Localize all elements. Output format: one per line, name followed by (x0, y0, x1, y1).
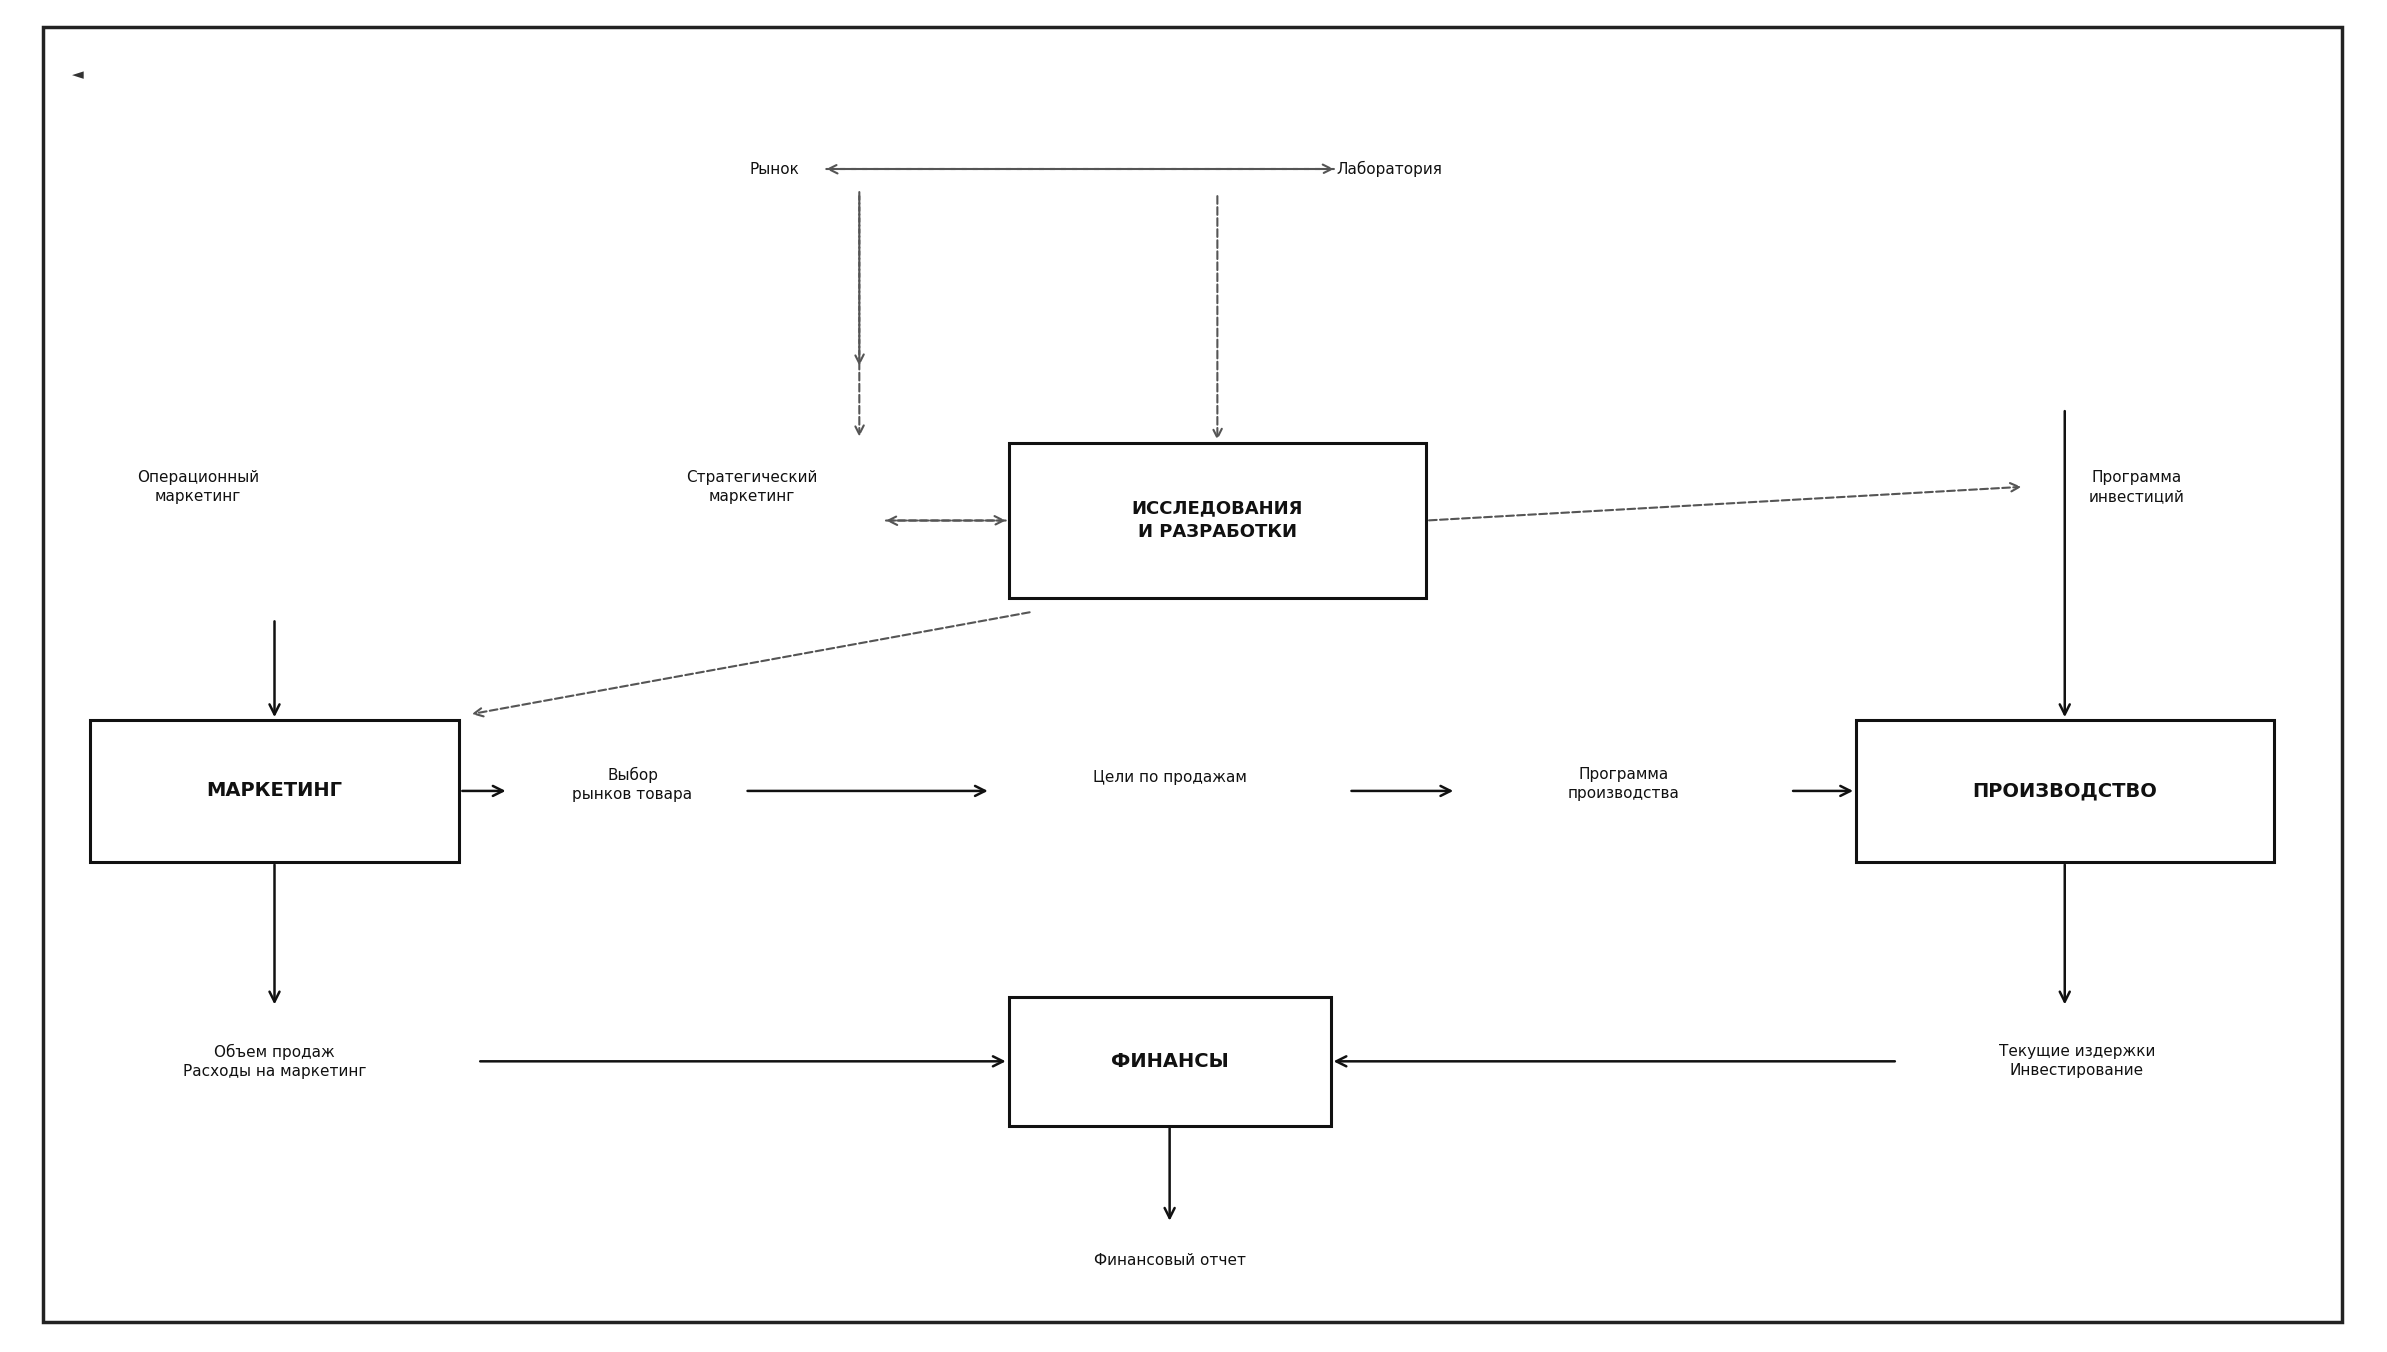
Text: Объем продаж
Расходы на маркетинг: Объем продаж Расходы на маркетинг (184, 1044, 365, 1079)
Text: ИССЛЕДОВАНИЯ
И РАЗРАБОТКИ: ИССЛЕДОВАНИЯ И РАЗРАБОТКИ (1131, 500, 1303, 541)
FancyBboxPatch shape (1007, 998, 1332, 1125)
Text: Операционный
маркетинг: Операционный маркетинг (136, 469, 260, 504)
Text: Выбор
рынков товара: Выбор рынков товара (573, 767, 692, 802)
Text: Стратегический
маркетинг: Стратегический маркетинг (685, 469, 819, 504)
FancyBboxPatch shape (43, 27, 2342, 1322)
FancyBboxPatch shape (1857, 719, 2272, 863)
Text: МАРКЕТИНГ: МАРКЕТИНГ (208, 781, 341, 800)
Text: ◄: ◄ (72, 66, 84, 82)
FancyBboxPatch shape (1007, 443, 1425, 598)
Text: Программа
производства: Программа производства (1568, 767, 1678, 802)
Text: Лаборатория: Лаборатория (1337, 161, 1442, 177)
Text: Финансовый отчет: Финансовый отчет (1093, 1252, 1246, 1268)
Text: ПРОИЗВОДСТВО: ПРОИЗВОДСТВО (1972, 781, 2158, 800)
Text: ФИНАНСЫ: ФИНАНСЫ (1110, 1052, 1229, 1071)
Text: Цели по продажам: Цели по продажам (1093, 769, 1246, 786)
Text: Программа
инвестиций: Программа инвестиций (2089, 469, 2184, 504)
Text: Текущие издержки
Инвестирование: Текущие издержки Инвестирование (1998, 1044, 2155, 1079)
Text: Рынок: Рынок (750, 161, 800, 177)
FancyBboxPatch shape (91, 719, 458, 863)
